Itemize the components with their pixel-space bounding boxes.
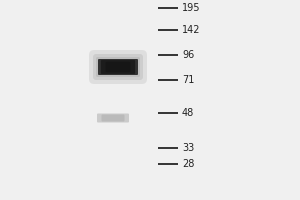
FancyBboxPatch shape (96, 57, 140, 77)
Text: 48: 48 (182, 108, 194, 118)
Text: 96: 96 (182, 50, 194, 60)
FancyBboxPatch shape (97, 114, 129, 122)
FancyBboxPatch shape (101, 115, 124, 121)
Text: 195: 195 (182, 3, 200, 13)
Text: 142: 142 (182, 25, 200, 35)
FancyBboxPatch shape (93, 54, 143, 80)
Text: 71: 71 (182, 75, 194, 85)
Text: 33: 33 (182, 143, 194, 153)
FancyBboxPatch shape (98, 59, 138, 75)
FancyBboxPatch shape (101, 60, 135, 74)
FancyBboxPatch shape (89, 50, 147, 84)
FancyBboxPatch shape (106, 62, 130, 72)
Text: 28: 28 (182, 159, 194, 169)
